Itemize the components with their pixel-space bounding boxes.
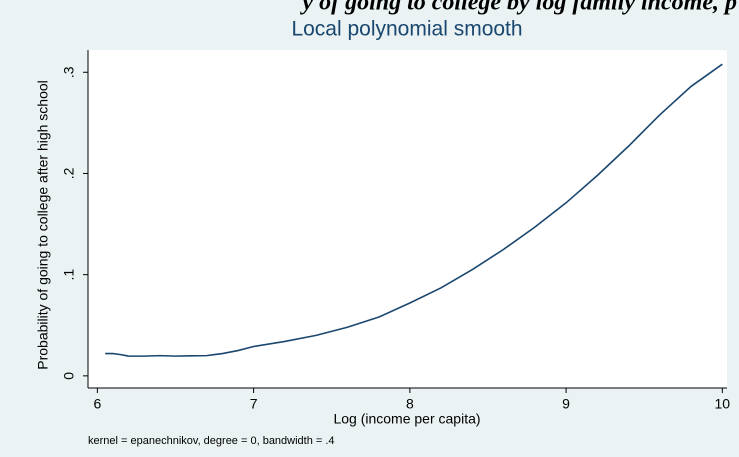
plot-area [88,50,727,388]
cropped-header: y of going to college by log family inco… [299,0,737,16]
y-axis-title: Probability of going to college after hi… [35,80,51,370]
x-tick-label: 10 [715,396,731,412]
x-tick-label: 8 [406,396,414,412]
x-tick-label: 7 [250,396,258,412]
chart-title: Local polynomial smooth [291,18,522,41]
note: kernel = epanechnikov, degree = 0, bandw… [88,435,335,447]
line-series [105,63,723,357]
y-tick-label: .1 [61,269,77,281]
x-tick-label: 6 [93,396,101,412]
x-tick-label: 9 [562,396,570,412]
x-axis-title: Log (income per capita) [333,411,480,427]
y-tick-label: .2 [61,167,77,179]
y-tick-label: .3 [61,66,77,78]
y-tick-label: 0 [61,372,77,380]
